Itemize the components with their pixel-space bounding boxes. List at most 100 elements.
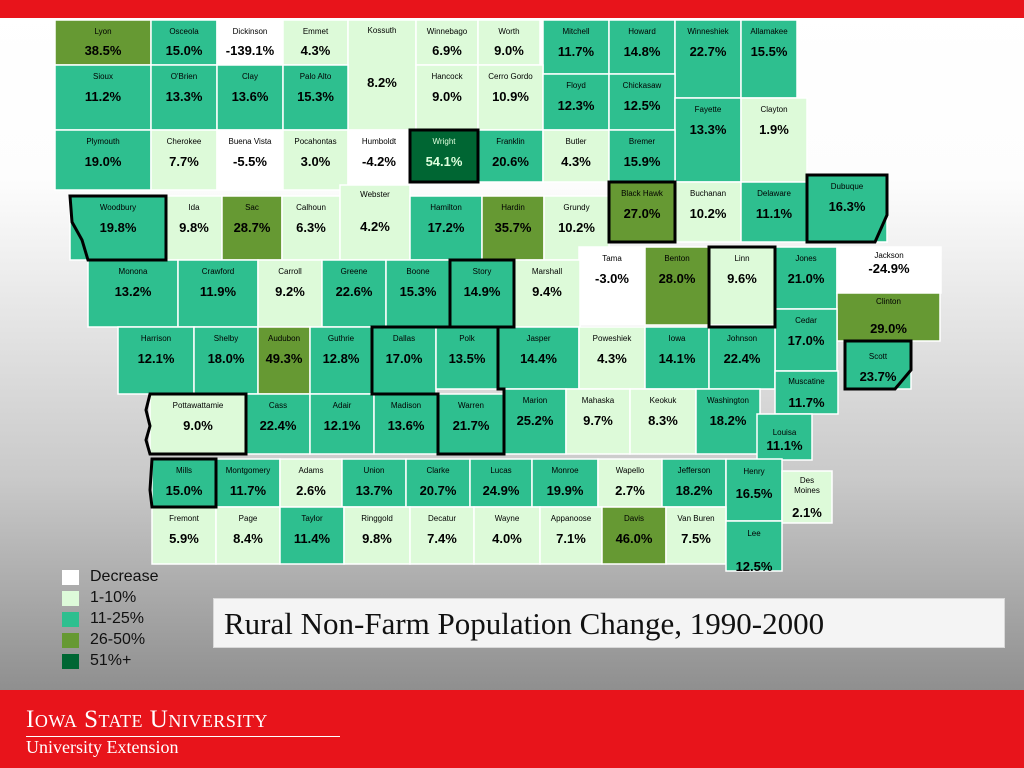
- metro-border: [607, 180, 677, 244]
- county-hardin: Hardin 35.7%: [481, 195, 545, 261]
- county-value: 22.4%: [724, 351, 761, 366]
- county-shape: [282, 64, 349, 131]
- county-montgomery: Montgomery 11.7%: [215, 458, 281, 508]
- county-value: 21.7%: [453, 418, 490, 433]
- county-name: Linn: [734, 254, 749, 263]
- county-name: Dallas: [393, 334, 415, 343]
- county-name: Clayton: [760, 105, 787, 114]
- county-name: Black Hawk: [621, 189, 664, 198]
- county-polk: Polk 13.5%: [435, 326, 499, 390]
- county-value: 38.5%: [85, 43, 122, 58]
- county-shape: [608, 19, 676, 75]
- county-value: 29.0%: [870, 321, 907, 336]
- county-value: 7.4%: [427, 531, 457, 546]
- county-hancock: Hancock 9.0%: [415, 64, 479, 131]
- county-value: 9.7%: [583, 413, 613, 428]
- county-value: 12.1%: [324, 418, 361, 433]
- county-name: Washington: [707, 396, 749, 405]
- county-name: Grundy: [563, 203, 589, 212]
- county-marion: Marion 25.2%: [503, 388, 567, 455]
- county-value: 13.6%: [388, 418, 425, 433]
- county-value: 11.9%: [200, 284, 237, 299]
- county-value: 49.3%: [266, 351, 303, 366]
- legend-swatch-decrease: [62, 570, 79, 585]
- county-name: Jasper: [526, 334, 550, 343]
- county-cedar: Cedar 17.0%: [774, 308, 838, 372]
- county-value: 28.0%: [659, 271, 696, 286]
- county-value: 10.9%: [492, 89, 529, 104]
- county-shape: [601, 506, 667, 565]
- county-name: Tama: [602, 254, 622, 263]
- county-shape: [151, 458, 217, 508]
- county-name: Pottawattamie: [173, 401, 224, 410]
- county-monona: Monona 13.2%: [87, 259, 179, 328]
- county-davis: Davis 46.0%: [601, 506, 667, 565]
- county-shape: [740, 19, 798, 99]
- county-name: Allamakee: [750, 27, 788, 36]
- county-jones: Jones 21.0%: [774, 246, 838, 310]
- county-kossuth: Kossuth 8.2%: [347, 19, 417, 131]
- county-pocahontas: Pocahontas 3.0%: [282, 129, 349, 191]
- county-name: Muscatine: [788, 377, 825, 386]
- county-winneshiek: Winneshiek 22.7%: [674, 19, 742, 99]
- county-name: Montgomery: [226, 466, 270, 475]
- county-value: 13.5%: [449, 351, 486, 366]
- county-name: Mills: [176, 466, 192, 475]
- county-name: Fayette: [695, 105, 722, 114]
- county-value: 15.0%: [166, 43, 203, 58]
- county-name: Scott: [869, 352, 888, 361]
- county-name: Story: [473, 267, 492, 276]
- county-name: Henry: [743, 467, 764, 476]
- county-name: Des: [800, 476, 814, 485]
- county-name: Dickinson: [233, 27, 268, 36]
- county-marshall: Marshall 9.4%: [513, 259, 581, 328]
- county-value: 15.9%: [624, 154, 661, 169]
- county-linn: Linn 9.6%: [708, 246, 776, 326]
- county-shape: [473, 506, 541, 565]
- county-value: 13.6%: [232, 89, 269, 104]
- county-value: 15.5%: [751, 44, 788, 59]
- metro-border: [408, 128, 480, 184]
- county-name: Osceola: [169, 27, 199, 36]
- county-shape: [405, 458, 471, 508]
- county-name: Fremont: [169, 514, 200, 523]
- county-shape: [629, 388, 697, 455]
- county-value: 46.0%: [616, 531, 653, 546]
- county-name: Hardin: [501, 203, 525, 212]
- county-name: Taylor: [301, 514, 323, 523]
- metro-border: [144, 392, 248, 456]
- iowa-county-map: Lyon 38.5% Osceola 15.0% Dickinson -139.1% Emm…: [54, 19, 942, 574]
- top-banner: [0, 0, 1024, 18]
- county-hamilton: Hamilton 17.2%: [409, 195, 483, 261]
- county-clay: Clay 13.6%: [216, 64, 284, 131]
- county-poweshiek: Poweshiek 4.3%: [578, 326, 646, 390]
- county-name: Jefferson: [678, 466, 711, 475]
- county-clinton: Clinton 29.0%: [836, 292, 941, 342]
- county-value: 4.3%: [561, 154, 591, 169]
- county-value: 9.0%: [494, 43, 524, 58]
- county-value: 8.2%: [367, 75, 397, 90]
- county-pottawattamie: Pottawattamie 9.0%: [149, 393, 247, 455]
- county-value: 14.8%: [624, 44, 661, 59]
- county-value: 12.5%: [624, 98, 661, 113]
- county-value: 27.0%: [624, 206, 661, 221]
- county-name: Humboldt: [362, 137, 397, 146]
- county-shape: [836, 292, 941, 342]
- county-name: Hancock: [431, 72, 463, 81]
- county-name: Boone: [406, 267, 430, 276]
- county-shape: [531, 458, 599, 508]
- county-value: 9.8%: [179, 220, 209, 235]
- county-worth: Worth 9.0%: [477, 19, 541, 66]
- county-value: 54.1%: [426, 154, 463, 169]
- county-name: Greene: [341, 267, 368, 276]
- county-value: 2.6%: [296, 483, 326, 498]
- county-name: Marshall: [532, 267, 562, 276]
- county-shape: [409, 506, 475, 565]
- metro-border: [148, 457, 218, 509]
- county-dickinson: Dickinson -139.1%: [216, 19, 284, 66]
- university-name: Iowa State University: [26, 706, 268, 733]
- county-value: 11.4%: [294, 531, 331, 546]
- county-value: 4.3%: [301, 43, 331, 58]
- metro-border: [68, 194, 168, 262]
